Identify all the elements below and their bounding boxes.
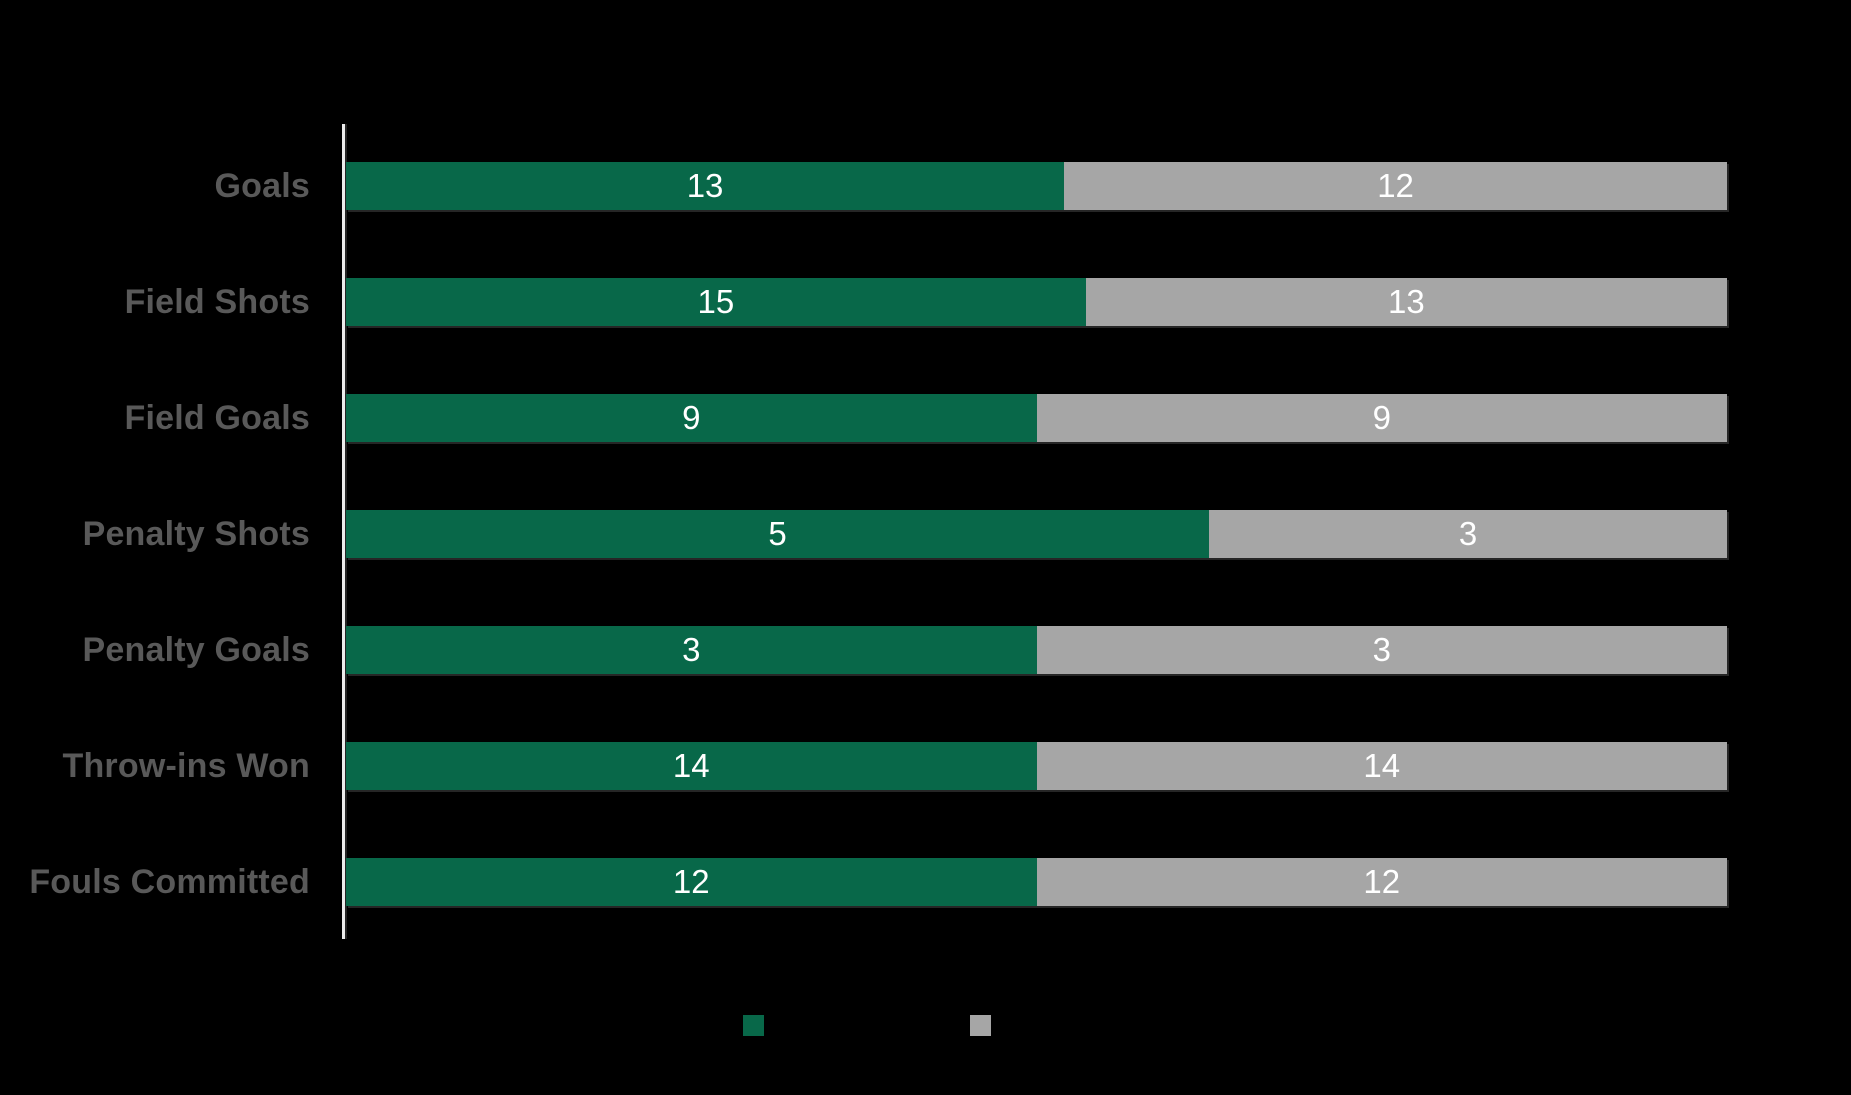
bar-segment-series2: 3: [1036, 626, 1727, 674]
legend-item-series1: [743, 1015, 970, 1036]
value-label-series2: 14: [1363, 747, 1401, 784]
bar-segment-series1: 12: [346, 858, 1037, 906]
bar-track: 3 3: [346, 626, 1727, 674]
chart-row: Fouls Committed 12 12: [0, 858, 1727, 906]
bar-segment-series1: 15: [346, 278, 1086, 326]
legend-swatch-series2-icon: [970, 1015, 991, 1036]
bar-track: 15 13: [346, 278, 1727, 326]
bar-segment-series1: 13: [346, 162, 1065, 210]
category-label: Field Goals: [124, 398, 310, 437]
chart-row: Goals 13 12: [0, 162, 1727, 210]
category-label: Field Shots: [124, 282, 310, 321]
bar-track: 12 12: [346, 858, 1727, 906]
value-label-series1: 13: [686, 167, 724, 204]
bar-segment-series1: 5: [346, 510, 1210, 558]
legend-item-series2: [970, 1015, 1197, 1036]
value-label-series1: 9: [682, 399, 701, 436]
bar-track: 5 3: [346, 510, 1727, 558]
value-label-series1: 15: [697, 283, 735, 320]
bar-segment-series2: 9: [1036, 394, 1727, 442]
bar-segment-series2: 14: [1036, 742, 1727, 790]
legend-swatch-series1-icon: [743, 1015, 764, 1036]
category-label: Penalty Goals: [82, 630, 310, 669]
bar-segment-series1: 9: [346, 394, 1037, 442]
value-label-series2: 3: [1458, 515, 1478, 552]
category-label: Penalty Shots: [82, 514, 310, 553]
value-label-series2: 12: [1363, 863, 1401, 900]
bar-track: 14 14: [346, 742, 1727, 790]
bar-segment-series2: 12: [1064, 162, 1727, 210]
chart-row: Throw-ins Won 14 14: [0, 742, 1727, 790]
value-label-series1: 14: [672, 747, 710, 784]
category-label: Fouls Committed: [29, 862, 310, 901]
value-label-series2: 9: [1372, 399, 1391, 436]
category-label: Throw-ins Won: [62, 746, 310, 785]
chart-row: Penalty Shots 5 3: [0, 510, 1727, 558]
chart-legend: [743, 1015, 1197, 1036]
chart-row: Field Goals 9 9: [0, 394, 1727, 442]
value-label-series1: 12: [672, 863, 710, 900]
y-axis-line: [342, 124, 345, 939]
bar-segment-series2: 3: [1209, 510, 1727, 558]
bar-track: 9 9: [346, 394, 1727, 442]
value-label-series2: 3: [1372, 631, 1391, 668]
value-label-series2: 12: [1377, 167, 1414, 204]
value-label-series2: 13: [1388, 283, 1425, 320]
bar-segment-series1: 14: [346, 742, 1037, 790]
chart-row: Penalty Goals 3 3: [0, 626, 1727, 674]
chart-row: Field Shots 15 13: [0, 278, 1727, 326]
chart-rows: Goals 13 12 Field Shots 15 13: [0, 162, 1727, 974]
value-label-series1: 3: [682, 631, 701, 668]
category-label: Goals: [214, 166, 310, 205]
value-label-series1: 5: [768, 515, 787, 552]
bar-segment-series2: 13: [1085, 278, 1727, 326]
bar-segment-series2: 12: [1036, 858, 1727, 906]
bar-track: 13 12: [346, 162, 1727, 210]
bar-segment-series1: 3: [346, 626, 1037, 674]
